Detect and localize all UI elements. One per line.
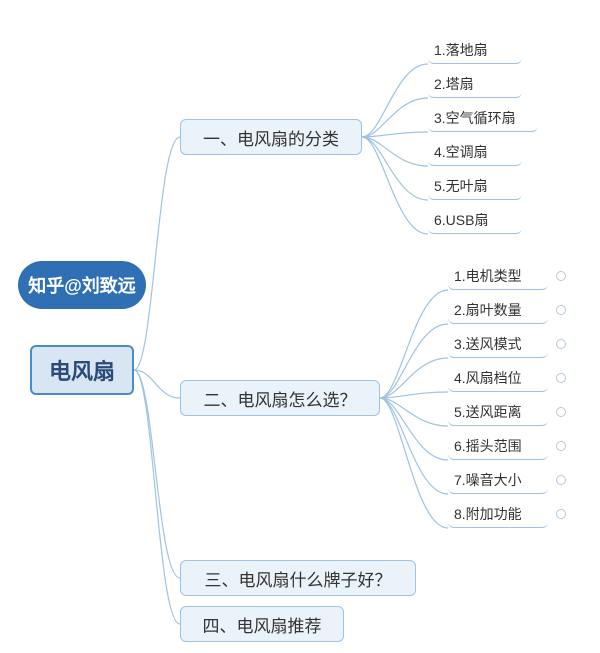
leaf-node[interactable]: 3.空气循环扇 <box>428 104 538 132</box>
expand-indicator-icon[interactable] <box>556 373 566 383</box>
branch-node-b1[interactable]: 一、电风扇的分类 <box>180 119 362 155</box>
leaf-node[interactable]: 5.送风距离 <box>448 398 548 426</box>
leaf-node[interactable]: 4.空调扇 <box>428 138 522 166</box>
leaf-node[interactable]: 7.噪音大小 <box>448 466 548 494</box>
author-badge: 知乎@刘致远 <box>18 261 146 309</box>
expand-indicator-icon[interactable] <box>556 475 566 485</box>
expand-indicator-icon[interactable] <box>556 441 566 451</box>
expand-indicator-icon[interactable] <box>556 305 566 315</box>
root-node[interactable]: 电风扇 <box>30 345 134 395</box>
leaf-node[interactable]: 6.USB扇 <box>428 206 522 234</box>
leaf-node[interactable]: 8.附加功能 <box>448 500 548 528</box>
leaf-node[interactable]: 5.无叶扇 <box>428 172 522 200</box>
leaf-node[interactable]: 2.扇叶数量 <box>448 296 548 324</box>
expand-indicator-icon[interactable] <box>556 271 566 281</box>
leaf-node[interactable]: 4.风扇档位 <box>448 364 548 392</box>
leaf-node[interactable]: 6.摇头范围 <box>448 432 548 460</box>
leaf-node[interactable]: 1.落地扇 <box>428 36 522 64</box>
branch-node-b4[interactable]: 四、电风扇推荐 <box>180 606 344 642</box>
expand-indicator-icon[interactable] <box>556 509 566 519</box>
leaf-node[interactable]: 3.送风模式 <box>448 330 548 358</box>
leaf-node[interactable]: 1.电机类型 <box>448 262 548 290</box>
branch-node-b3[interactable]: 三、电风扇什么牌子好？ <box>180 560 416 596</box>
leaf-node[interactable]: 2.塔扇 <box>428 70 522 98</box>
expand-indicator-icon[interactable] <box>556 407 566 417</box>
branch-node-b2[interactable]: 二、电风扇怎么选？ <box>180 380 380 416</box>
expand-indicator-icon[interactable] <box>556 339 566 349</box>
